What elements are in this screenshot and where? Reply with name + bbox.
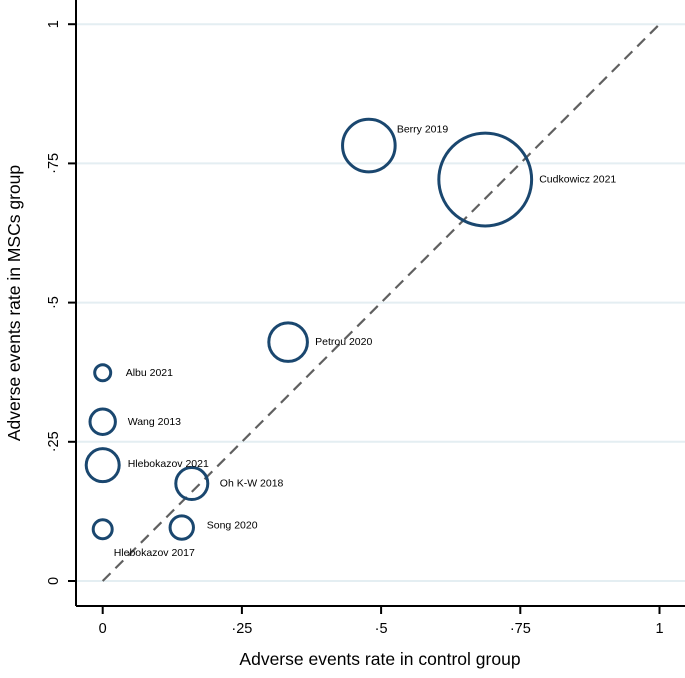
bubble <box>174 466 210 502</box>
x-tick-label: ·75 <box>510 621 531 637</box>
x-tick-label: 1 <box>655 621 663 637</box>
y-tick-label: ·25 <box>46 431 62 452</box>
bubble <box>84 447 121 484</box>
y-tick-label: ·75 <box>46 153 62 174</box>
y-tick-label: 0 <box>46 577 62 585</box>
bubble-label: Cudkowicz 2021 <box>539 174 616 186</box>
identity-line <box>101 23 661 582</box>
bubble-label: Hlebokazov 2017 <box>114 547 195 559</box>
generated-chart-layer: 0 ·25 ·5 ·75 1 0 ·25 ·5 ·75 1 Hlebokazov 2017 Song … <box>46 0 685 637</box>
bubble <box>267 321 309 363</box>
bubble <box>168 514 195 541</box>
bubble <box>341 117 397 174</box>
bubble-label: Petrou 2020 <box>315 336 372 348</box>
bubble <box>88 407 117 436</box>
y-axis-title: Adverse events rate in MSCs group <box>4 165 24 441</box>
bubble <box>91 518 114 541</box>
x-axis-title: Adverse events rate in control group <box>239 649 520 669</box>
bubble-label: Hlebokazov 2021 <box>128 458 209 470</box>
x-tick-label: ·25 <box>231 621 252 637</box>
bubble-label: Wang 2013 <box>128 416 181 428</box>
bubble-label: Albu 2021 <box>126 367 173 379</box>
bubble <box>93 363 113 383</box>
bubble-label: Song 2020 <box>207 520 258 532</box>
y-tick-label: 1 <box>46 20 62 28</box>
y-tick-label: ·5 <box>46 296 62 309</box>
x-tick-label: ·5 <box>375 621 388 637</box>
bubble-label: Berry 2019 <box>397 124 449 136</box>
x-tick-label: 0 <box>99 621 107 637</box>
bubble <box>437 131 534 228</box>
bubble-label: Oh K-W 2018 <box>220 478 284 490</box>
